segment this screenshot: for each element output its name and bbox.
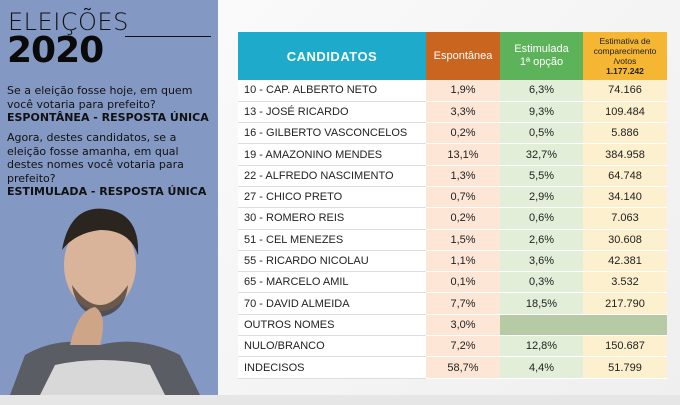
espontanea-value: 0,1% [426,271,500,294]
table-row: 51 - CEL MENEZES 1,5% 2,6% 30.608 [238,229,667,251]
estimulada-value: 0,5% [500,122,583,145]
table-row: 30 - ROMERO REIS 0,2% 0,6% 7.063 [238,207,667,230]
votos-value: 51.799 [583,356,667,379]
header-candidatos: CANDIDATOS [238,32,426,80]
header-text: /votos [613,56,637,66]
estimulada-value: 3,6% [500,250,583,273]
header-text: 1ª opção [519,56,564,68]
question-stimulated: Agora, destes candidatos, se a eleição f… [7,131,217,199]
question-text: Se a eleição fosse hoje, em quem você vo… [7,84,193,111]
votos-value: 3.532 [583,271,667,294]
candidate-name: 10 - CAP. ALBERTO NETO [238,80,426,102]
espontanea-value: 3,3% [426,101,500,124]
header-estimativa: Estimativa de comparecimento/votos 1.177.2… [583,32,667,80]
header-espontanea: Espontânea [426,32,500,80]
estimulada-value: 32,7% [500,143,583,166]
candidate-name: 51 - CEL MENEZES [238,229,426,251]
espontanea-value: 7,2% [426,335,500,358]
header-text: comparecimento [593,46,657,56]
question-type: ESPONTÂNEA - RESPOSTA ÚNICA [7,111,209,124]
table-row: 10 - CAP. ALBERTO NETO 1,9% 6,3% 74.166 [238,80,667,102]
poll-table: CANDIDATOS Espontânea Estimulada 1ª opção… [238,32,667,379]
votos-value: 30.608 [583,229,667,251]
table-row: 16 - GILBERTO VASCONCELOS 0,2% 0,5% 5.886 [238,122,667,145]
candidate-name: 70 - DAVID ALMEIDA [238,292,426,315]
votos-value: 64.748 [583,165,667,187]
espontanea-value: 0,2% [426,122,500,145]
candidate-name: 22 - ALFREDO NASCIMENTO [238,165,426,187]
title-eleicoes: ELEIÇÕES [8,8,129,36]
candidate-name: 65 - MARCELO AMIL [238,271,426,294]
question-text: Agora, destes candidatos, se a eleição f… [7,131,184,185]
table-row: OUTROS NOMES 3,0% [238,314,667,337]
votos-value: 34.140 [583,186,667,209]
table-row: 27 - CHICO PRETO 0,7% 2,9% 34.140 [238,186,667,209]
estimulada-value: 9,3% [500,101,583,124]
table-row: 70 - DAVID ALMEIDA 7,7% 18,5% 217.790 [238,292,667,315]
header-text: Estimulada [514,43,569,55]
table-row: 13 - JOSÉ RICARDO 3,3% 9,3% 109.484 [238,101,667,124]
bottom-bar [0,395,680,405]
header-text: Estimativa de [599,36,651,46]
espontanea-value: 1,3% [426,165,500,187]
espontanea-value: 58,7% [426,356,500,379]
estimulada-value: 5,5% [500,165,583,187]
votos-value: 42.381 [583,250,667,273]
candidate-name: OUTROS NOMES [238,314,426,337]
espontanea-value: 1,5% [426,229,500,251]
estimulada-value: 2,6% [500,229,583,251]
title-year: 2020 [7,30,104,71]
divider [125,36,211,37]
votos-value: 384.958 [583,143,667,166]
espontanea-value: 3,0% [426,314,500,337]
candidate-name: 19 - AMAZONINO MENDES [238,143,426,166]
votos-value: 5.886 [583,122,667,145]
table-row: 65 - MARCELO AMIL 0,1% 0,3% 3.532 [238,271,667,294]
estimulada-value: 0,6% [500,207,583,230]
espontanea-value: 1,1% [426,250,500,273]
table-row: NULO/BRANCO 7,2% 12,8% 150.687 [238,335,667,358]
votos-value: 7.063 [583,207,667,230]
left-panel: ELEIÇÕES 2020 Se a eleição fosse hoje, e… [0,0,218,395]
espontanea-value: 0,7% [426,186,500,209]
table-row: 55 - RICARDO NICOLAU 1,1% 3,6% 42.381 [238,250,667,273]
candidate-name: INDECISOS [238,356,426,379]
table-row: 22 - ALFREDO NASCIMENTO 1,3% 5,5% 64.748 [238,165,667,187]
estimulada-value: 2,9% [500,186,583,209]
man-thinking-photo [10,208,200,395]
header-total: 1.177.242 [606,66,644,76]
candidate-name: 16 - GILBERTO VASCONCELOS [238,122,426,145]
votos-value: 217.790 [583,292,667,315]
espontanea-value: 1,9% [426,80,500,102]
header-estimulada: Estimulada 1ª opção [500,32,583,80]
espontanea-value: 7,7% [426,292,500,315]
candidate-name: 30 - ROMERO REIS [238,207,426,230]
votos-value: 150.687 [583,335,667,358]
estimulada-value [500,314,667,337]
espontanea-value: 13,1% [426,143,500,166]
candidate-name: 27 - CHICO PRETO [238,186,426,209]
table-row: INDECISOS 58,7% 4,4% 51.799 [238,356,667,379]
candidate-name: NULO/BRANCO [238,335,426,358]
espontanea-value: 0,2% [426,207,500,230]
question-spontaneous: Se a eleição fosse hoje, em quem você vo… [7,84,217,125]
candidate-name: 55 - RICARDO NICOLAU [238,250,426,273]
estimulada-value: 18,5% [500,292,583,315]
question-type: ESTIMULADA - RESPOSTA ÚNICA [7,185,207,198]
estimulada-value: 4,4% [500,356,583,379]
candidate-name: 13 - JOSÉ RICARDO [238,101,426,124]
estimulada-value: 0,3% [500,271,583,294]
estimulada-value: 6,3% [500,80,583,102]
estimulada-value: 12,8% [500,335,583,358]
votos-value: 109.484 [583,101,667,124]
table-row: 19 - AMAZONINO MENDES 13,1% 32,7% 384.958 [238,143,667,166]
votos-value: 74.166 [583,80,667,102]
